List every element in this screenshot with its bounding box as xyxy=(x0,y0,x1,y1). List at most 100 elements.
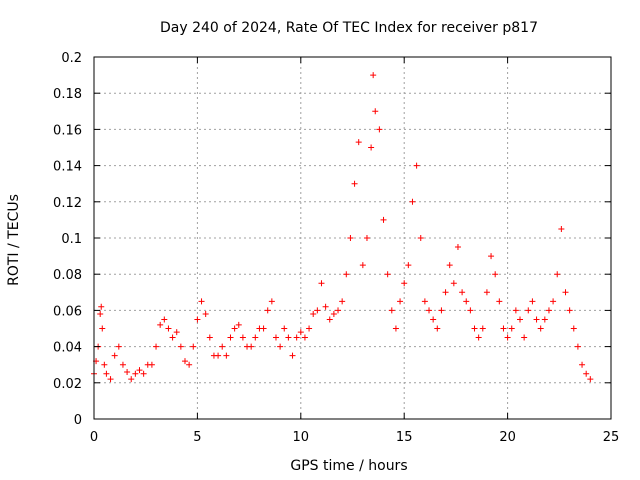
data-point xyxy=(537,325,544,332)
data-point xyxy=(454,244,461,251)
data-point xyxy=(181,358,188,365)
data-point xyxy=(306,325,313,332)
data-point xyxy=(235,321,242,328)
data-point xyxy=(368,144,375,151)
data-point xyxy=(330,311,337,318)
data-point xyxy=(409,198,416,205)
data-point xyxy=(488,253,495,260)
data-point xyxy=(301,334,308,341)
data-point xyxy=(363,235,370,241)
data-point xyxy=(190,343,197,350)
data-point xyxy=(293,334,300,341)
data-point xyxy=(463,298,470,305)
data-point xyxy=(111,352,118,359)
data-point xyxy=(421,298,428,305)
data-point xyxy=(165,325,172,332)
y-tick-labels: 0 0.02 0.04 0.06 0.08 0.1 0.12 0.14 0.16 0.18 0.2 xyxy=(53,51,82,428)
data-point xyxy=(107,376,114,383)
y-tick-label: 0.08 xyxy=(53,268,82,283)
data-point xyxy=(401,280,408,287)
data-point xyxy=(140,370,147,377)
data-point xyxy=(355,139,362,146)
data-point xyxy=(434,325,441,332)
data-point xyxy=(339,298,346,305)
data-point xyxy=(380,216,387,223)
data-point xyxy=(103,370,110,377)
y-tick-label: 0.18 xyxy=(53,87,82,102)
data-point xyxy=(260,325,267,332)
grid-lines xyxy=(94,57,611,419)
data-point xyxy=(97,311,104,318)
data-point xyxy=(252,334,259,341)
x-tick-label: 15 xyxy=(396,430,413,445)
data-point xyxy=(574,343,581,350)
data-point xyxy=(169,334,176,341)
data-point xyxy=(384,271,391,278)
data-point xyxy=(417,235,424,241)
data-point xyxy=(467,307,474,314)
axis-ticks xyxy=(93,56,612,420)
data-point xyxy=(388,307,395,314)
data-point xyxy=(372,108,379,115)
data-point xyxy=(446,262,453,269)
data-point xyxy=(392,325,399,332)
data-point xyxy=(521,334,528,341)
data-point xyxy=(529,298,536,305)
data-point xyxy=(128,376,135,383)
data-point xyxy=(370,72,377,79)
data-point xyxy=(343,271,350,278)
y-tick-label: 0.14 xyxy=(53,160,82,175)
data-point xyxy=(310,311,317,318)
data-point xyxy=(471,325,478,332)
y-tick-label: 0.12 xyxy=(53,196,82,211)
data-point xyxy=(533,316,540,323)
data-point xyxy=(202,311,209,318)
data-point xyxy=(132,370,139,377)
y-tick-label: 0.02 xyxy=(53,377,82,392)
data-point xyxy=(119,361,126,368)
data-point xyxy=(413,162,420,169)
data-point xyxy=(239,334,246,341)
data-points xyxy=(91,72,594,383)
data-point xyxy=(186,361,193,368)
data-point xyxy=(124,368,131,375)
data-point xyxy=(545,307,552,314)
data-point xyxy=(347,235,354,241)
data-point xyxy=(583,370,590,377)
y-axis-label: ROTI / TECUs xyxy=(6,194,22,286)
x-tick-label: 0 xyxy=(90,430,98,445)
data-point xyxy=(397,298,404,305)
data-point xyxy=(508,325,515,332)
data-point xyxy=(198,298,205,305)
data-point xyxy=(475,334,482,341)
y-tick-label: 0.16 xyxy=(53,123,82,138)
data-point xyxy=(194,316,201,323)
data-point xyxy=(496,298,503,305)
data-point xyxy=(115,343,122,350)
data-point xyxy=(351,180,358,187)
data-point xyxy=(161,316,168,323)
data-point xyxy=(376,126,383,133)
data-point xyxy=(136,367,143,374)
data-point xyxy=(173,329,180,336)
data-point xyxy=(148,361,155,368)
data-point xyxy=(541,316,548,323)
x-tick-labels: 0 5 10 15 20 25 xyxy=(90,430,619,445)
data-point xyxy=(442,289,449,296)
data-point xyxy=(566,307,573,314)
data-point xyxy=(426,307,433,314)
data-point xyxy=(206,334,213,341)
data-point xyxy=(525,307,532,314)
data-point xyxy=(289,352,296,359)
data-point xyxy=(231,325,238,332)
data-point xyxy=(322,303,329,310)
data-point xyxy=(153,343,160,350)
data-point xyxy=(483,289,490,296)
data-point xyxy=(314,307,321,314)
x-tick-label: 10 xyxy=(293,430,310,445)
data-point xyxy=(264,307,271,314)
y-tick-label: 0.06 xyxy=(53,304,82,319)
data-point xyxy=(500,325,507,332)
data-point xyxy=(223,352,230,359)
